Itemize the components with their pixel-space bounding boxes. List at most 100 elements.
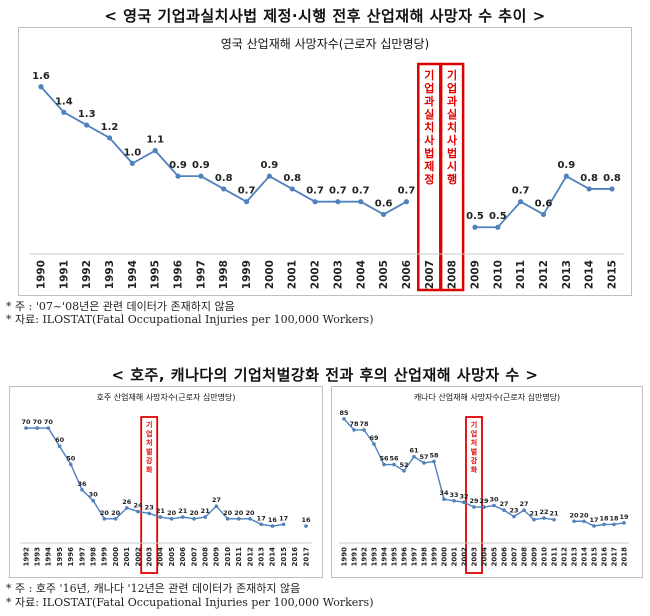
ca-point-2009 <box>532 517 536 522</box>
uk-x-tick-2008: 2008 <box>447 260 459 289</box>
uk-point-1997 <box>198 173 204 179</box>
au-x-tick-2013: 2013 <box>258 547 266 567</box>
ca-data-label-1995: 56 <box>389 455 399 463</box>
au-point-2009 <box>214 504 219 508</box>
au-data-label-1997: 36 <box>77 480 87 488</box>
ca-point-2011 <box>552 517 556 522</box>
uk-point-2011 <box>518 199 524 205</box>
au-x-tick-2006: 2006 <box>179 547 187 567</box>
au-x-tick-1996: 1996 <box>67 547 75 567</box>
au-data-label-1998: 30 <box>89 491 99 499</box>
au-x-tick-2012: 2012 <box>246 547 254 567</box>
au-data-label-2010: 20 <box>223 509 233 517</box>
au-x-tick-2015: 2015 <box>280 547 288 567</box>
ca-point-2016 <box>602 522 606 527</box>
uk-x-tick-2001: 2001 <box>287 260 299 289</box>
ca-point-1998 <box>422 461 426 465</box>
uk-data-label-2004: 0.7 <box>352 186 370 197</box>
uk-data-label-2012: 0.6 <box>535 198 553 209</box>
au-x-tick-1998: 1998 <box>90 547 98 567</box>
uk-x-tick-2014: 2014 <box>584 260 596 289</box>
ca-data-label-2003: 29 <box>469 497 479 505</box>
au-x-tick-2016: 2016 <box>291 547 299 567</box>
au-point-2005 <box>169 517 174 521</box>
au-data-label-2004: 21 <box>156 507 166 515</box>
au-x-tick-2002: 2002 <box>134 547 142 567</box>
uk-data-label-2010: 0.5 <box>489 211 507 222</box>
au-point-2017 <box>304 524 308 528</box>
uk-point-1995 <box>152 148 158 154</box>
au-point-1993 <box>35 426 39 430</box>
au-point-2008 <box>203 515 207 519</box>
ca-data-label-2001: 33 <box>449 491 458 499</box>
uk-x-tick-1996: 1996 <box>173 260 185 289</box>
australia-line-chart: 호주 산업재해 사망자수(근로자 십만명당)기 업 처 벌 강 화70 70 70605036… <box>20 392 312 574</box>
au-point-2003 <box>147 511 151 516</box>
au-x-tick-2000: 2000 <box>112 547 120 567</box>
uk-x-tick-1999: 1999 <box>241 260 253 289</box>
ca-x-tick-2011: 2011 <box>550 547 558 567</box>
ca-x-tick-1998: 1998 <box>420 547 428 567</box>
uk-point-2003 <box>335 199 341 205</box>
ca-x-tick-1990: 1990 <box>340 547 348 567</box>
uk-x-tick-2007: 2007 <box>424 260 436 289</box>
ca-point-2013 <box>572 519 576 524</box>
uk-point-2013 <box>563 173 569 179</box>
ca-x-tick-2007: 2007 <box>510 547 518 567</box>
au-data-label-2014: 16 <box>268 516 278 524</box>
au-x-tick-2010: 2010 <box>224 547 232 567</box>
ca-data-label-1997: 61 <box>409 447 419 455</box>
au-chart-title: 호주 산업재해 사망자수(근로자 십만명당) <box>97 392 236 402</box>
ca-point-1994 <box>382 462 386 467</box>
uk-point-2006 <box>403 199 410 205</box>
ca-point-2003 <box>472 505 476 509</box>
ca-x-tick-2015: 2015 <box>590 547 598 567</box>
ca-x-tick-1995: 1995 <box>390 547 398 567</box>
au-point-1998 <box>91 498 95 503</box>
uk-data-label-2006: 0.7 <box>398 186 416 197</box>
au-x-tick-2004: 2004 <box>157 547 165 567</box>
ca-x-tick-2003: 2003 <box>470 547 478 567</box>
ca-point-2001 <box>452 498 456 503</box>
ca-point-1990 <box>342 417 346 421</box>
ca-data-label-2006: 27 <box>499 500 508 508</box>
ca-data-label-2000: 34 <box>439 489 449 497</box>
ca-x-tick-2002: 2002 <box>460 547 468 567</box>
ca-point-1997 <box>412 454 416 459</box>
au-point-2001 <box>125 506 129 510</box>
ca-point-1993 <box>372 442 376 446</box>
uk-x-tick-1991: 1991 <box>58 260 70 289</box>
uk-x-tick-1997: 1997 <box>195 260 207 289</box>
au-point-1992 <box>24 426 28 430</box>
au-data-label-1994: 70 <box>44 418 54 426</box>
uk-data-label-2015: 0.8 <box>603 173 621 184</box>
ca-x-tick-2014: 2014 <box>580 547 588 567</box>
au-point-2010 <box>225 517 230 521</box>
au-point-1997 <box>80 488 84 492</box>
au-x-tick-2005: 2005 <box>168 547 176 567</box>
au-annotation-box-2003 <box>140 416 159 574</box>
ca-x-tick-2013: 2013 <box>570 547 578 567</box>
uk-point-1994 <box>129 160 135 166</box>
ca-point-2014 <box>582 519 586 524</box>
ca-x-tick-2018: 2018 <box>620 547 628 567</box>
au-data-label-2007: 20 <box>189 509 199 517</box>
au-x-tick-1992: 1992 <box>22 547 30 567</box>
au-data-label-1993: 70 <box>33 418 43 426</box>
uk-point-2015 <box>609 186 615 192</box>
ca-data-label-1996: 52 <box>399 461 408 469</box>
ca-point-2017 <box>612 522 616 527</box>
ca-data-label-1990: 85 <box>339 409 349 417</box>
uk-x-tick-1993: 1993 <box>104 260 116 289</box>
au-data-label-2000: 20 <box>111 509 121 517</box>
uk-x-tick-1998: 1998 <box>218 260 230 289</box>
uk-data-label-2002: 0.7 <box>306 186 324 197</box>
ca-data-label-2010: 22 <box>539 508 548 516</box>
au-data-label-2003: 23 <box>145 503 154 511</box>
au-point-2012 <box>248 517 252 521</box>
ca-data-label-2013: 20 <box>569 511 579 519</box>
uk-point-2010 <box>495 224 501 230</box>
ca-annotation-box-2003 <box>465 416 483 574</box>
ca-x-tick-2009: 2009 <box>530 547 538 567</box>
